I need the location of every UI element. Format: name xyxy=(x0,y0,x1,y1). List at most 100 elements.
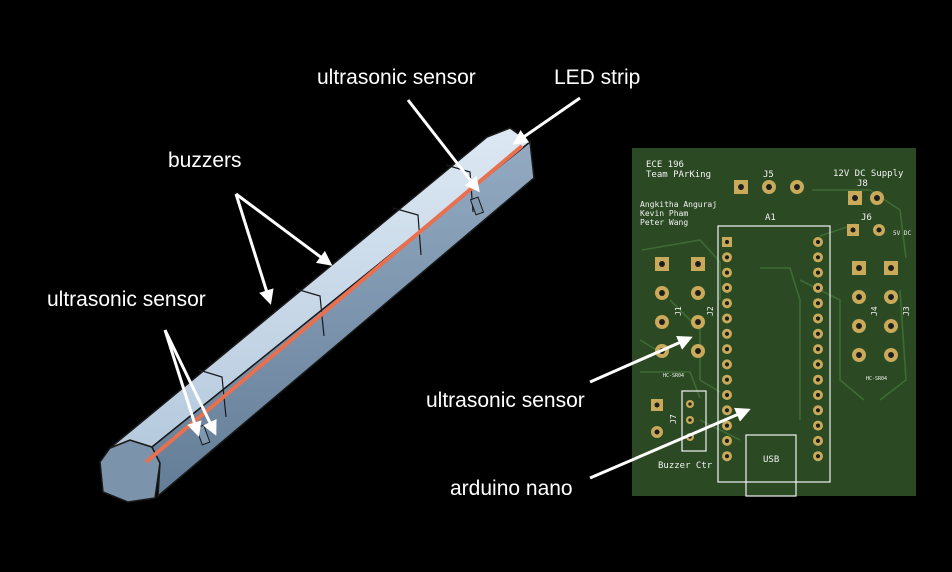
pcb-pad-hole xyxy=(688,418,692,422)
housing-end-cap xyxy=(99,439,161,503)
pcb-j1: J1 xyxy=(674,306,683,316)
sensor-housing-model xyxy=(99,127,535,503)
pcb-pad-hole xyxy=(724,454,730,459)
pcb-pad-hole xyxy=(856,352,862,358)
pcb-outlines xyxy=(681,225,831,497)
buzzer-outline xyxy=(681,390,707,452)
pcb-board: ECE 196 Team PArKing Angkitha Anguraj Ke… xyxy=(632,148,916,497)
arrow-ultrasonic-left-2 xyxy=(163,329,217,436)
pcb-author-1: Angkitha Anguraj xyxy=(640,200,717,209)
pcb-pad-hole xyxy=(815,255,821,260)
pcb-pad-hole xyxy=(815,316,821,321)
pcb-pad-hole xyxy=(815,347,821,352)
pcb-pad-hole xyxy=(695,348,701,354)
pcb-pad-hole xyxy=(724,270,730,275)
label-ultrasonic-sensor-pcb: ultrasonic sensor xyxy=(426,389,585,412)
pcb-pad-hole xyxy=(724,438,730,443)
pcb-pad-hole xyxy=(850,227,856,233)
pcb-author-2: Kevin Pham xyxy=(640,209,688,218)
pcb-pad-hole xyxy=(654,429,660,435)
pcb-j4: J4 xyxy=(870,306,879,316)
pcb-pad-hole xyxy=(724,331,730,336)
usb-outline xyxy=(745,434,797,497)
pcb-pad-hole xyxy=(724,239,730,245)
pcb-pad-hole xyxy=(724,377,730,382)
callout-arrows xyxy=(163,96,581,437)
pcb-pad-hole xyxy=(852,195,858,201)
label-arduino-nano: arduino nano xyxy=(450,477,573,500)
pcb-pad-hole xyxy=(815,362,821,367)
pcb-pad-hole xyxy=(815,285,821,290)
label-ultrasonic-sensor-left: ultrasonic sensor xyxy=(47,288,206,311)
pcb-pad-hole xyxy=(659,290,665,296)
pcb-pad-hole xyxy=(888,265,894,271)
arrow-ultrasonic-left-1 xyxy=(163,329,202,437)
pcb-pad-hole xyxy=(874,195,880,201)
pcb-pads xyxy=(651,180,898,462)
pcb-pad-hole xyxy=(654,402,660,408)
pcb-pad-hole xyxy=(738,184,744,190)
pcb-pad-hole xyxy=(724,301,730,306)
pcb-author-3: Peter Wang xyxy=(640,218,688,227)
pcb-pad-hole xyxy=(888,352,894,358)
pcb-pad-hole xyxy=(856,294,862,300)
pcb-pad-hole xyxy=(724,255,730,260)
pcb-pad-hole xyxy=(815,377,821,382)
pcb-pad-hole xyxy=(724,316,730,321)
pcb-pad-hole xyxy=(695,319,701,325)
pcb-j5: J5 xyxy=(763,170,774,180)
pcb-pad-hole xyxy=(856,265,862,271)
pcb-j2: J2 xyxy=(706,306,715,316)
label-ultrasonic-sensor-top: ultrasonic sensor xyxy=(317,66,476,89)
pcb-pad-hole xyxy=(688,402,692,406)
pcb-pad-hole xyxy=(888,323,894,329)
pcb-j7: J7 xyxy=(669,414,678,424)
pcb-pad-hole xyxy=(766,184,772,190)
pcb-pad-hole xyxy=(856,323,862,329)
pcb-pad-hole xyxy=(695,261,701,267)
pcb-pad-hole xyxy=(815,423,821,428)
pcb-usb: USB xyxy=(763,455,779,465)
pcb-pad-hole xyxy=(888,294,894,300)
pcb-pad-hole xyxy=(794,184,800,190)
pcb-pad-hole xyxy=(724,408,730,413)
sensor-window-top xyxy=(469,196,485,216)
pcb-j3: J3 xyxy=(902,306,911,316)
pcb-pad-hole xyxy=(659,261,665,267)
pcb-title-line1: ECE 196 xyxy=(646,160,684,170)
pcb-hc-right: HC-SR04 xyxy=(866,376,887,382)
arrow-ultrasonic-top xyxy=(406,99,480,193)
pcb-pad-hole xyxy=(695,290,701,296)
pcb-pad-hole xyxy=(815,438,821,443)
pcb-5vdc: 5V DC xyxy=(893,230,911,237)
label-led-strip: LED strip xyxy=(554,66,641,89)
pcb-power-label: 12V DC Supply xyxy=(833,169,904,179)
pcb-a1: A1 xyxy=(765,213,776,223)
pcb-title-line2: Team PArKing xyxy=(646,170,711,180)
pcb-callout-arrows xyxy=(589,335,751,480)
pcb-pad-hole xyxy=(876,227,882,233)
arrow-arduino-nano xyxy=(589,407,751,480)
pcb-pad-hole xyxy=(815,454,821,459)
label-buzzers: buzzers xyxy=(168,149,242,172)
pcb-pad-hole xyxy=(724,423,730,428)
pcb-j6: J6 xyxy=(861,213,872,223)
arrow-buzzer-1 xyxy=(235,192,333,266)
pcb-pad-hole xyxy=(724,362,730,367)
pcb-pad-hole xyxy=(815,392,821,398)
pcb-pad-hole xyxy=(815,301,821,306)
pcb-pad-hole xyxy=(724,392,730,398)
pcb-pad-hole xyxy=(815,331,821,336)
pcb-pad-hole xyxy=(815,270,821,275)
pcb-pad-hole xyxy=(815,408,821,413)
arrow-led-strip xyxy=(512,96,581,145)
housing-side-face xyxy=(151,140,535,498)
pcb-buzzer-ctr: Buzzer Ctr xyxy=(658,461,713,471)
pcb-hc-left: HC-SR04 xyxy=(663,373,684,379)
led-strip-line xyxy=(144,144,524,464)
pcb-j8: J8 xyxy=(857,179,868,189)
pcb-pad-hole xyxy=(659,319,665,325)
pcb-pad-hole xyxy=(815,239,821,245)
housing-segment-lines xyxy=(198,164,474,418)
